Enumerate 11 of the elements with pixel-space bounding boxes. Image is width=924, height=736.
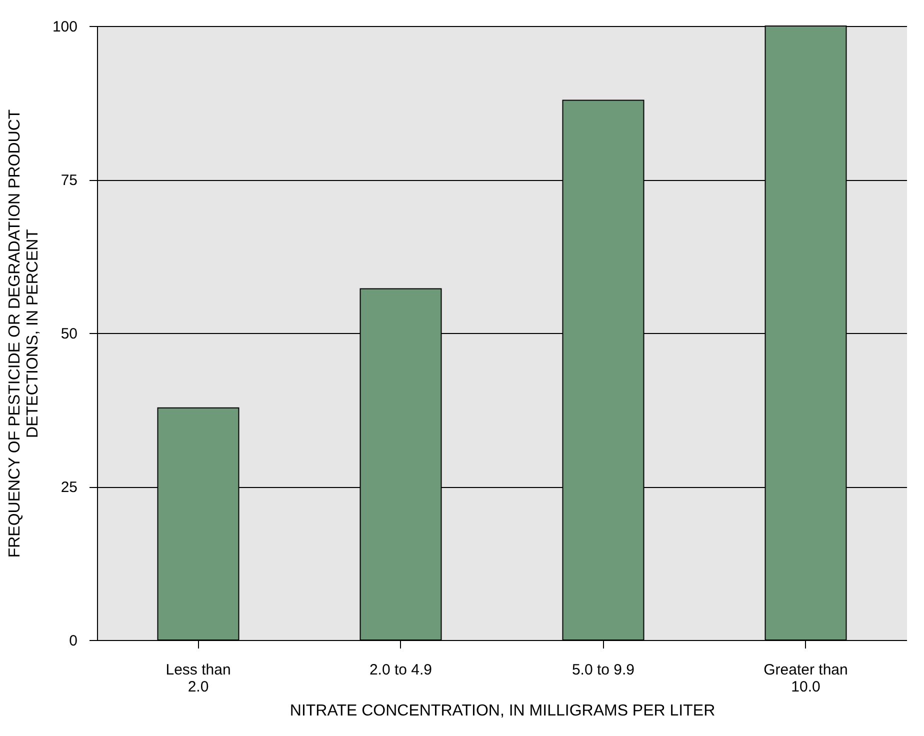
x-axis-title: NITRATE CONCENTRATION, IN MILLIGRAMS PER LITER — [290, 702, 716, 720]
y-axis-title: FREQUENCY OF PESTICIDE OR DEGRADATION PRODUCT DETECTIONS, IN PERCENT — [6, 109, 42, 558]
x-tick-label: Less than 2.0 — [166, 662, 231, 696]
x-tick-label: Greater than 10.0 — [764, 662, 848, 696]
y-tick-label: 50 — [60, 326, 78, 342]
y-tick-label: 75 — [60, 172, 78, 189]
x-tick-label: 2.0 to 4.9 — [369, 662, 432, 678]
x-tick-label: 5.0 to 9.9 — [572, 662, 635, 678]
y-tick-label: 25 — [60, 479, 78, 496]
y-tick-label: 100 — [52, 18, 78, 36]
y-tick-label: 0 — [69, 632, 78, 650]
